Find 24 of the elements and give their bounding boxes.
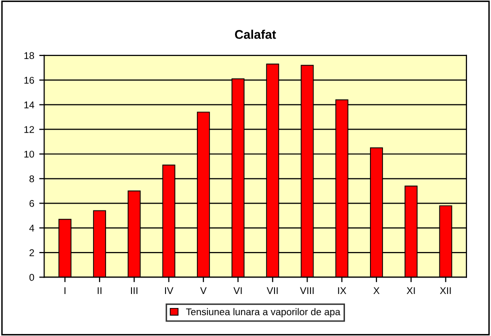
- y-tick-label: 12: [24, 126, 34, 133]
- x-tick-label: X: [373, 287, 380, 294]
- x-tick-label: XII: [440, 287, 451, 294]
- y-tick-label: 4: [29, 224, 34, 232]
- y-tick-label: 18: [24, 52, 34, 60]
- x-tick-label: II: [98, 287, 102, 294]
- y-tick-label: 10: [24, 150, 34, 158]
- x-tick-label: III: [131, 287, 138, 294]
- y-tick-label: 6: [30, 200, 34, 207]
- legend-label: Tensiunea lunara a vaporilor de apa: [186, 308, 340, 318]
- x-tick-label: VIII: [300, 287, 314, 294]
- y-tick-label: 16: [24, 76, 34, 84]
- x-tick-label: IV: [165, 287, 174, 294]
- chart-title: Calafat: [234, 30, 276, 39]
- y-tick-label: 8: [29, 175, 34, 182]
- x-tick-label: XI: [406, 287, 415, 294]
- y-tick-label: 14: [24, 102, 34, 108]
- y-tick-label: 0: [29, 274, 34, 281]
- x-tick-label: VI: [233, 287, 242, 294]
- x-tick-label: I: [64, 287, 66, 294]
- x-tick-label: IX: [338, 287, 346, 294]
- y-tick-label: 2: [30, 249, 34, 256]
- x-tick-label: V: [200, 287, 207, 294]
- x-tick-label: VII: [266, 287, 278, 294]
